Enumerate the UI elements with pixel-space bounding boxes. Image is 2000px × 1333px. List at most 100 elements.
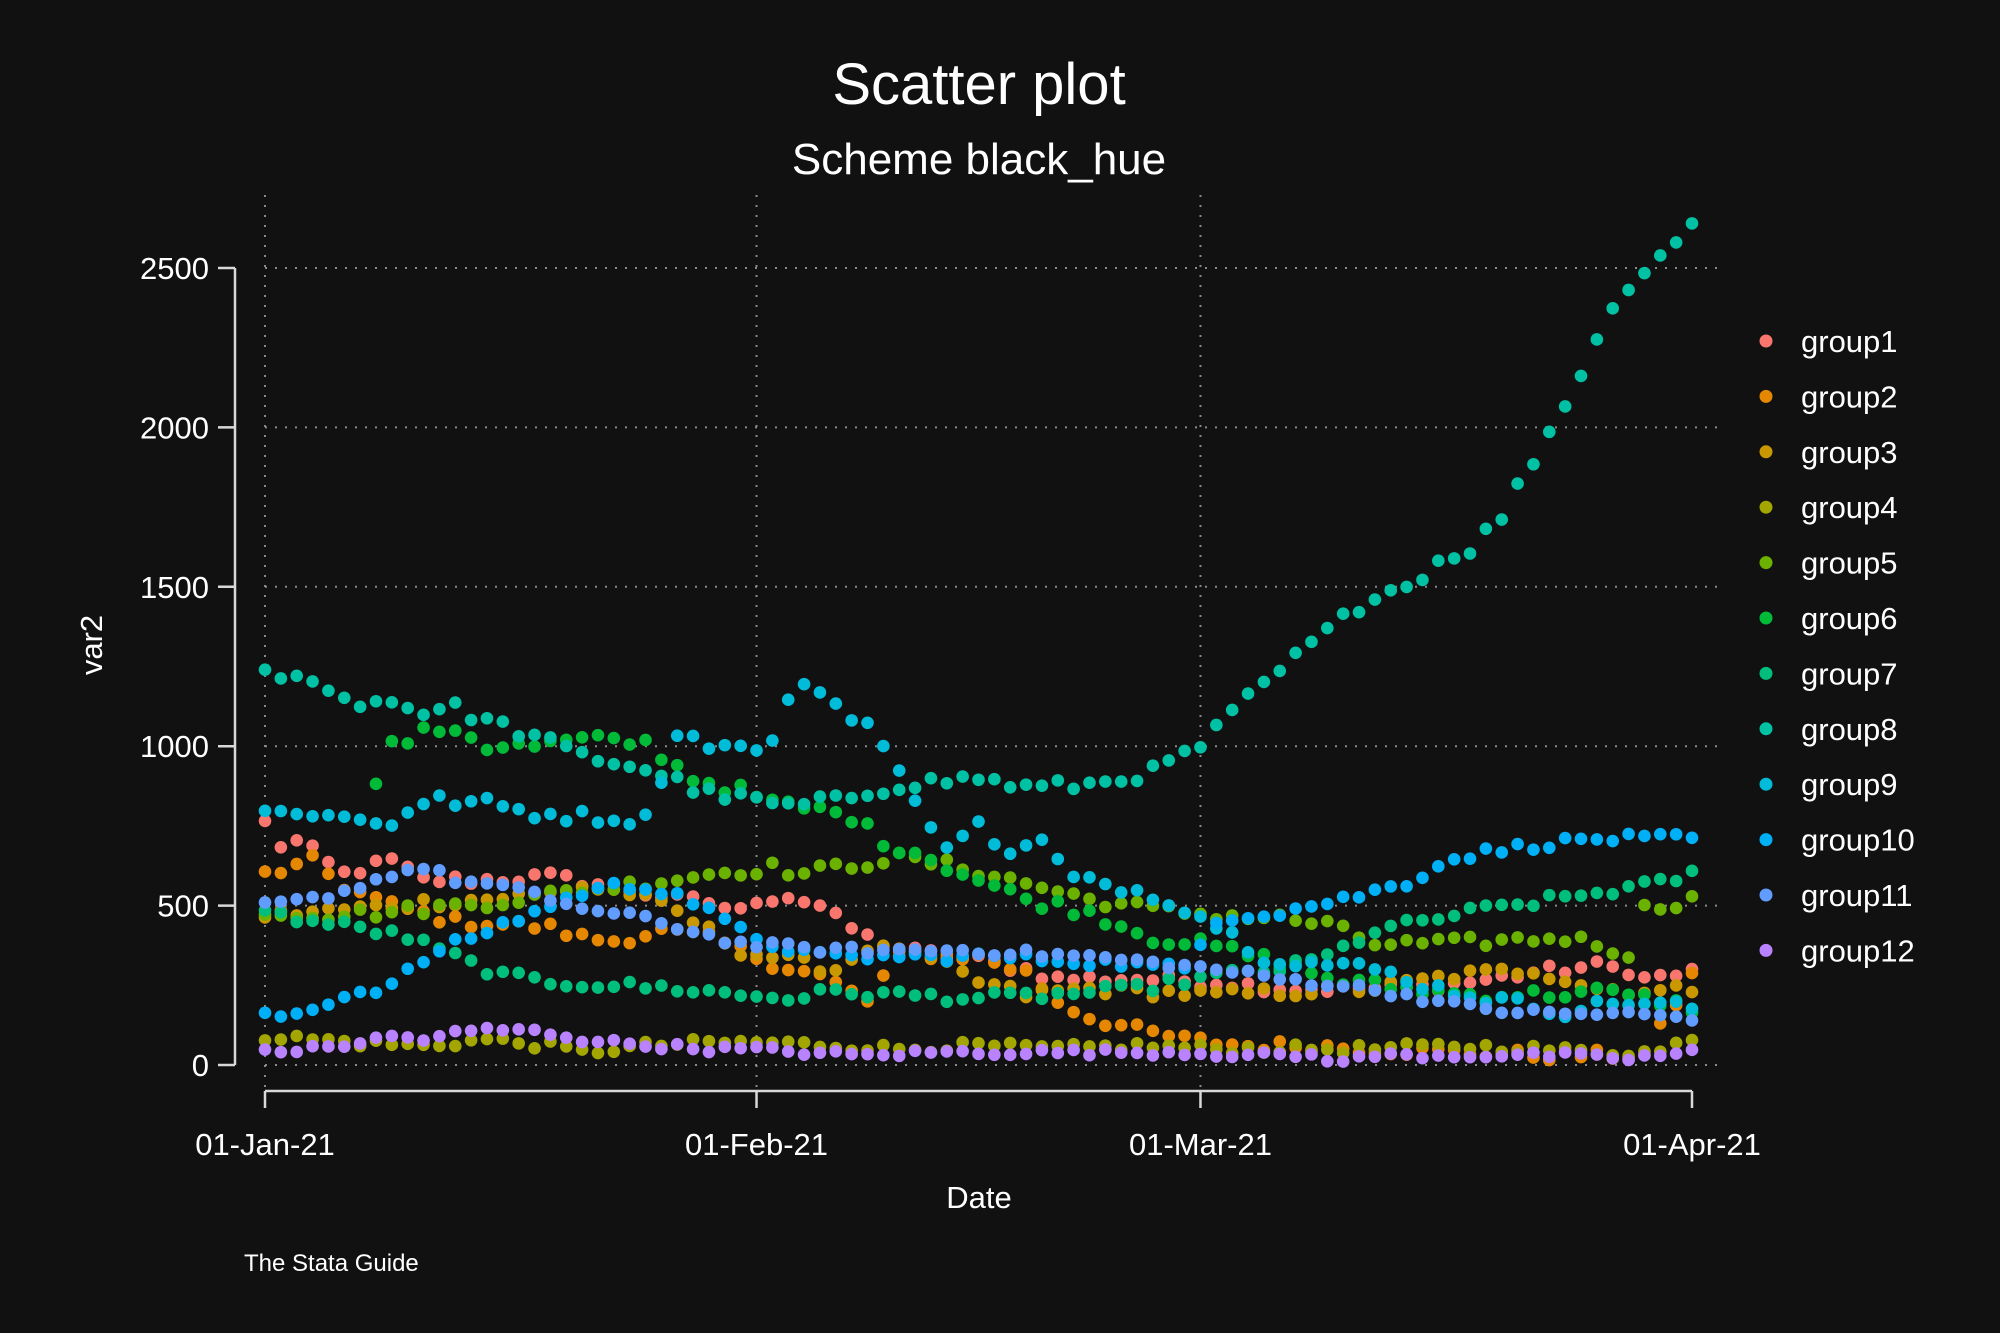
data-point-group2 — [1114, 1018, 1128, 1032]
data-point-group8 — [702, 782, 716, 795]
data-point-group11 — [1400, 987, 1413, 1001]
data-point-group2 — [1225, 1038, 1239, 1051]
data-point-group8 — [306, 675, 319, 688]
data-point-group11 — [813, 946, 827, 959]
data-point-group12 — [385, 1029, 399, 1043]
data-point-group11 — [1178, 958, 1191, 972]
legend-marker-group12 — [1759, 943, 1773, 957]
data-point-group11 — [734, 935, 747, 949]
data-point-group12 — [988, 1048, 1001, 1062]
legend-label-group10: group10 — [1801, 823, 1915, 858]
data-point-group9 — [607, 814, 621, 828]
data-point-group5 — [829, 857, 843, 871]
data-point-group8 — [1289, 646, 1302, 660]
data-point-group7 — [1669, 874, 1683, 888]
data-point-group12 — [306, 1039, 319, 1053]
data-point-group7 — [1527, 899, 1540, 913]
data-point-group7 — [559, 980, 573, 993]
data-point-group8 — [1321, 621, 1334, 635]
data-point-group12 — [1210, 1050, 1223, 1063]
data-point-group7 — [1606, 887, 1620, 901]
data-point-group3 — [1416, 972, 1429, 985]
legend-label-group11: group11 — [1801, 878, 1912, 913]
data-point-group3 — [1447, 972, 1461, 986]
data-point-group2 — [1146, 1024, 1160, 1038]
data-point-group8 — [829, 789, 843, 802]
data-point-group9 — [480, 791, 494, 805]
data-point-group11 — [702, 927, 716, 941]
legend-marker-group5 — [1759, 556, 1773, 570]
legend-marker-group11 — [1759, 888, 1773, 902]
data-point-group9 — [766, 734, 779, 747]
data-point-group6 — [1225, 939, 1239, 953]
data-point-group11 — [353, 881, 367, 895]
data-point-group8 — [1653, 249, 1667, 262]
data-point-group8 — [1495, 513, 1509, 526]
data-point-group10 — [1241, 911, 1255, 925]
legend-label-group4: group4 — [1801, 490, 1898, 525]
data-point-group8 — [1352, 605, 1366, 619]
data-point-group1 — [750, 896, 763, 910]
data-point-group10 — [1273, 909, 1287, 922]
data-point-group9 — [972, 815, 985, 828]
data-point-group6 — [924, 853, 938, 867]
data-point-group12 — [892, 1049, 906, 1063]
data-point-group1 — [1574, 961, 1588, 974]
data-point-group7 — [480, 967, 494, 981]
data-point-group4 — [433, 1039, 446, 1053]
data-point-group2 — [559, 929, 573, 943]
data-point-group11 — [1384, 989, 1398, 1003]
data-point-group8 — [1273, 664, 1287, 678]
data-point-group10 — [353, 985, 367, 999]
data-point-group11 — [559, 897, 573, 911]
data-point-group9 — [1146, 893, 1160, 907]
data-point-group8 — [1305, 635, 1318, 649]
data-point-group12 — [258, 1043, 272, 1056]
data-point-group12 — [623, 1037, 636, 1050]
data-point-group5 — [1114, 896, 1128, 910]
data-point-group2 — [1178, 1029, 1191, 1043]
data-point-group5 — [1463, 930, 1477, 944]
data-point-group11 — [1495, 1006, 1509, 1020]
data-point-group9 — [1051, 852, 1065, 866]
data-point-group11 — [1606, 1006, 1620, 1020]
data-point-group12 — [433, 1029, 446, 1043]
data-point-group8 — [845, 791, 858, 805]
y-tick-label: 500 — [157, 889, 209, 924]
data-point-group8 — [766, 796, 779, 810]
data-point-group6 — [1114, 920, 1128, 933]
chart-title: Scatter plot — [832, 52, 1125, 117]
data-point-group6 — [988, 879, 1001, 892]
data-point-group9 — [258, 804, 272, 818]
data-point-group8 — [750, 791, 763, 804]
data-point-group4 — [607, 1045, 621, 1059]
data-point-group7 — [766, 991, 779, 1005]
data-point-group4 — [877, 1038, 890, 1052]
data-point-group5 — [766, 856, 779, 870]
data-point-group8 — [591, 754, 605, 768]
data-point-group6 — [1130, 926, 1144, 940]
data-point-group5 — [1558, 935, 1572, 948]
data-point-group6 — [623, 738, 636, 751]
data-point-group7 — [1432, 913, 1445, 926]
data-point-group7 — [1638, 875, 1651, 888]
y-tick-label: 1500 — [140, 570, 209, 605]
data-point-group12 — [797, 1048, 811, 1062]
data-point-group12 — [1574, 1047, 1588, 1060]
data-point-group7 — [829, 983, 843, 996]
data-point-group1 — [274, 840, 288, 854]
data-point-group9 — [448, 799, 462, 813]
data-point-group12 — [1479, 1050, 1493, 1064]
data-point-group5 — [1447, 931, 1461, 945]
data-point-group9 — [1336, 956, 1350, 970]
data-point-group9 — [1289, 959, 1302, 973]
data-point-group7 — [1622, 879, 1635, 893]
data-point-group9 — [861, 716, 874, 730]
data-point-group8 — [417, 708, 430, 722]
data-point-group6 — [464, 731, 478, 744]
chart-subtitle: Scheme black_hue — [792, 135, 1166, 184]
data-point-group12 — [591, 1035, 605, 1049]
data-point-group11 — [1099, 950, 1112, 964]
data-point-group4 — [797, 1036, 811, 1049]
data-point-group7 — [369, 927, 383, 941]
